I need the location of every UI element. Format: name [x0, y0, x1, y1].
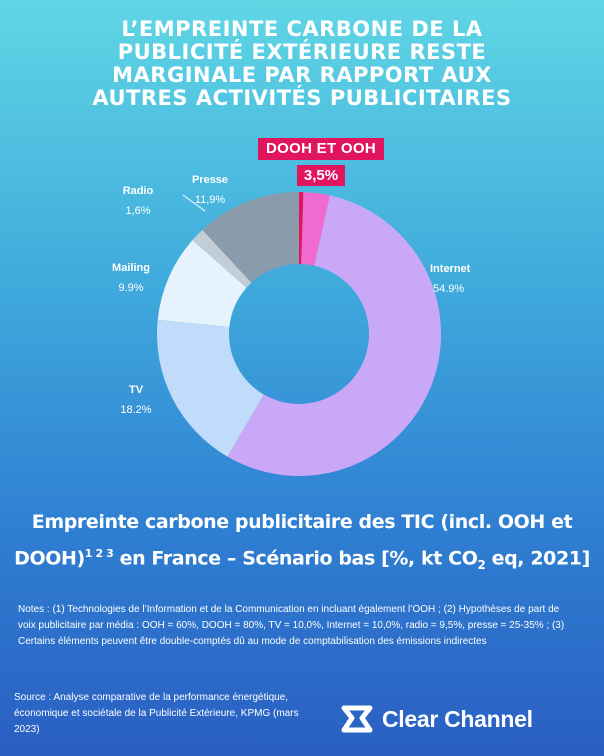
caption-part-2: DOOH) [14, 547, 85, 570]
slice-value-tv: 18.2% [120, 404, 151, 416]
brand-name: Clear Channel [382, 705, 533, 732]
donut-slices [157, 192, 441, 477]
slice-internet [227, 195, 441, 477]
caption-part-3: en France – Scénario bas [%, kt CO [113, 547, 478, 570]
caption-superscript: 1 2 3 [84, 547, 114, 560]
presse-leader-line [182, 194, 206, 212]
slice-tv [157, 319, 264, 457]
slice-dooh [299, 192, 304, 265]
donut-chart: Internet 54.9% TV 18.2% Mailing 9.9% Radio 1,6%… [112, 174, 471, 477]
slice-value-mailing: 9.9% [118, 282, 143, 294]
slice-mailing [157, 240, 247, 327]
clear-channel-logo-icon [341, 705, 373, 733]
slice-label-mailing: Mailing [112, 262, 150, 274]
slice-value-internet: 54.9% [433, 283, 464, 295]
slice-radio [192, 229, 252, 288]
brand: Clear Channel [340, 702, 533, 736]
callout-label: DOOH ET OOH [258, 138, 384, 160]
caption-line-2: DOOH)1 2 3 en France – Scénario bas [%, … [0, 538, 604, 581]
headline-line-4: AUTRES ACTIVITÉS PUBLICITAIRES [92, 86, 512, 110]
dooh-ooh-callout: DOOH ET OOH 3,5% [251, 138, 391, 186]
slice-value-presse: 11,9% [195, 194, 226, 206]
slice-ooh [301, 192, 330, 266]
headline: L’EMPREINTE CARBONE DE LA PUBLICITÉ EXTÉ… [0, 18, 604, 110]
slice-value-radio: 1,6% [125, 205, 150, 217]
caption-line-1: Empreinte carbone publicitaire des TIC (… [31, 511, 573, 533]
caption-subscript: 2 [477, 558, 486, 573]
slice-label-tv: TV [129, 384, 144, 396]
chart-caption: Empreinte carbone publicitaire des TIC (… [0, 507, 604, 581]
slice-label-presse: Presse [192, 174, 228, 186]
headline-line-3: MARGINALE PAR RAPPORT AUX [112, 63, 492, 87]
slice-label-internet: Internet [430, 263, 471, 275]
source-text: Source : Analyse comparative de la perfo… [14, 692, 299, 735]
callout-value: 3,5% [296, 165, 346, 186]
donut-labels: Internet 54.9% TV 18.2% Mailing 9.9% Radio 1,6%… [112, 174, 471, 416]
caption-part-4: eq, 2021] [485, 547, 591, 570]
slice-label-radio: Radio [123, 185, 154, 197]
headline-line-2: PUBLICITÉ EXTÉRIEURE RESTE [117, 40, 487, 64]
slice-presse [202, 192, 299, 283]
notes-text: Notes : (1) Technologies de l’Informatio… [18, 604, 565, 647]
headline-line-1: L’EMPREINTE CARBONE DE LA [121, 17, 483, 41]
